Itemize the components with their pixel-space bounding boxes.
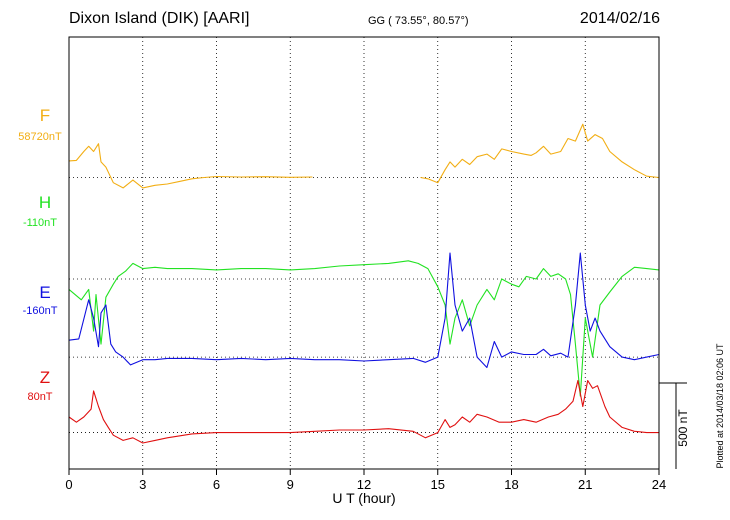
series-lines — [68, 123, 660, 444]
x-tick-label: 12 — [357, 477, 371, 492]
x-axis-label: U T (hour) — [332, 490, 396, 506]
series-label-h: H — [38, 193, 52, 212]
grid-lines — [142, 37, 586, 469]
series-line-e — [68, 252, 660, 369]
series-label-z: Z — [39, 368, 51, 387]
series-line-f — [420, 123, 660, 184]
x-tick-label: 3 — [139, 477, 146, 492]
x-tick-label: 18 — [504, 477, 518, 492]
baseline-label-z: 80nT — [27, 391, 53, 403]
date-label: 2014/02/16 — [579, 10, 660, 27]
scale-bar — [659, 382, 687, 469]
x-tick-label: 9 — [287, 477, 294, 492]
station-title: Dixon Island (DIK) [AARI] — [69, 10, 250, 27]
x-tick-label: 24 — [652, 477, 666, 492]
x-tick-label: 21 — [578, 477, 592, 492]
x-tick-label: 6 — [213, 477, 220, 492]
baseline-label-h: -110nT — [22, 217, 58, 229]
series-label-e: E — [39, 283, 51, 302]
series-line-f — [68, 143, 313, 189]
x-tick-label: 0 — [65, 477, 72, 492]
plotted-timestamp: Plotted at 2014/03/18 02:06 UT — [715, 343, 725, 469]
x-axis-ticks: 0 3 6 9 12 15 18 21 24 — [65, 469, 666, 492]
geographic-coordinates: GG ( 73.55°, 80.57°) — [368, 15, 469, 27]
series-line-h — [68, 260, 660, 397]
scale-bar-label: 500 nT — [676, 409, 690, 447]
baseline-label-e: -160nT — [22, 305, 58, 317]
series-line-z — [68, 379, 659, 444]
baseline-label-f: 58720nT — [18, 131, 62, 143]
series-label-f: F — [39, 106, 51, 125]
x-tick-label: 15 — [431, 477, 445, 492]
